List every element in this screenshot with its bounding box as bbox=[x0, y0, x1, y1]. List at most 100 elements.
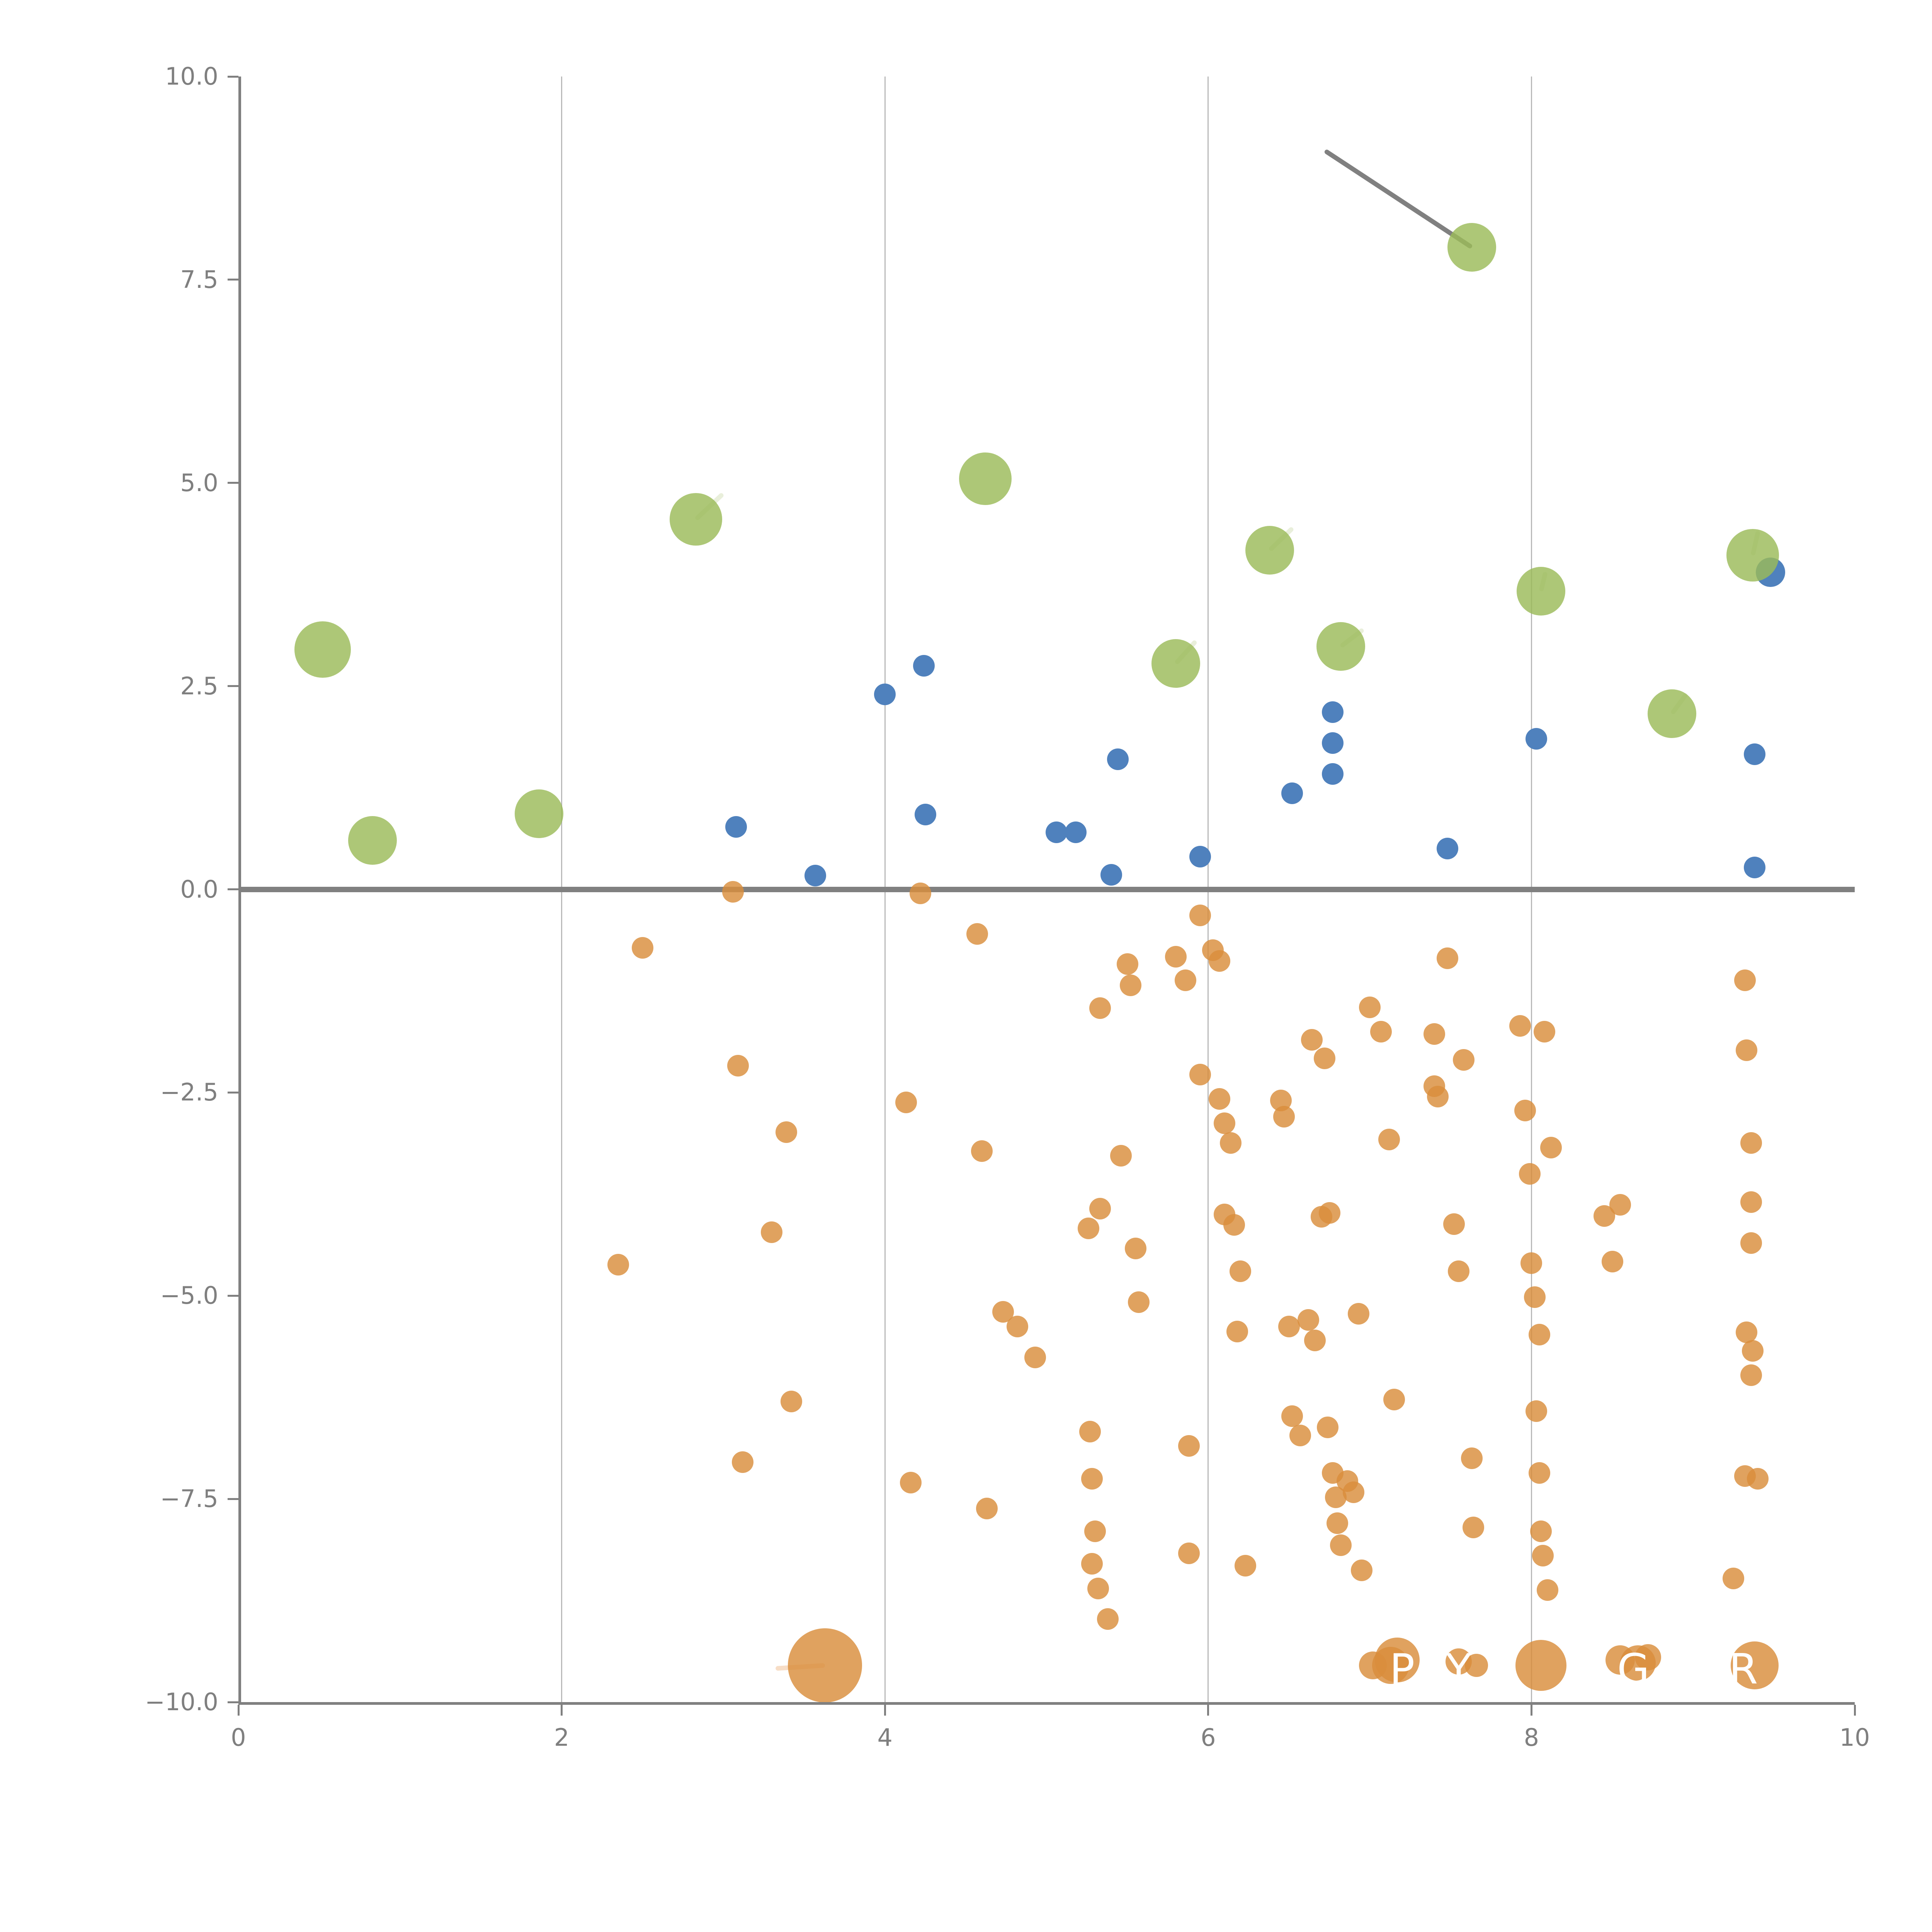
data-point-orange[interactable] bbox=[1230, 1260, 1252, 1282]
data-point-green[interactable] bbox=[294, 621, 351, 678]
data-point-green[interactable] bbox=[1316, 622, 1365, 671]
data-point-orange[interactable] bbox=[1289, 1425, 1311, 1447]
data-point-orange[interactable] bbox=[1175, 969, 1197, 992]
data-point-green[interactable] bbox=[1245, 526, 1294, 575]
data-point-orange[interactable] bbox=[1747, 1468, 1769, 1490]
data-point-green[interactable] bbox=[669, 493, 722, 546]
data-point-orange[interactable] bbox=[1079, 1420, 1101, 1442]
data-point-orange[interactable] bbox=[1007, 1316, 1029, 1338]
data-point-orange[interactable] bbox=[631, 937, 653, 959]
data-point-orange[interactable] bbox=[1537, 1579, 1559, 1601]
data-point-orange[interactable] bbox=[966, 923, 988, 945]
data-point-orange[interactable] bbox=[1452, 1049, 1475, 1071]
data-point-orange[interactable] bbox=[1730, 1641, 1779, 1690]
data-point-orange[interactable] bbox=[1519, 1163, 1541, 1185]
data-point-orange[interactable] bbox=[1347, 1303, 1369, 1325]
data-point-orange[interactable] bbox=[1097, 1608, 1119, 1630]
data-point-orange[interactable] bbox=[1740, 1191, 1762, 1213]
data-point-orange[interactable] bbox=[1281, 1405, 1303, 1427]
data-point-orange[interactable] bbox=[1189, 904, 1211, 926]
data-point-orange[interactable] bbox=[1313, 1048, 1335, 1070]
data-point-orange[interactable] bbox=[1330, 1534, 1352, 1556]
data-point-orange[interactable] bbox=[1378, 1129, 1400, 1151]
data-point-orange[interactable] bbox=[1124, 1238, 1146, 1260]
data-point-orange[interactable] bbox=[1524, 1286, 1546, 1308]
data-point-blue[interactable] bbox=[1743, 856, 1765, 878]
data-point-blue[interactable] bbox=[1436, 838, 1458, 860]
data-point-blue[interactable] bbox=[913, 655, 935, 677]
data-point-orange[interactable] bbox=[1530, 1520, 1552, 1543]
data-point-orange[interactable] bbox=[1740, 1232, 1762, 1254]
data-point-orange[interactable] bbox=[1423, 1023, 1446, 1045]
data-point-orange[interactable] bbox=[1529, 1324, 1551, 1346]
data-point-orange[interactable] bbox=[1318, 1202, 1340, 1224]
data-point-blue[interactable] bbox=[1107, 748, 1129, 770]
data-point-orange[interactable] bbox=[607, 1254, 629, 1276]
data-point-blue[interactable] bbox=[1281, 782, 1303, 804]
data-point-orange[interactable] bbox=[1735, 1321, 1757, 1343]
data-point-orange[interactable] bbox=[1540, 1137, 1562, 1159]
data-point-blue[interactable] bbox=[1045, 821, 1067, 844]
data-point-orange[interactable] bbox=[1525, 1400, 1547, 1422]
data-point-blue[interactable] bbox=[1525, 728, 1547, 750]
data-point-orange[interactable] bbox=[895, 1091, 917, 1113]
data-point-orange[interactable] bbox=[776, 1121, 798, 1143]
data-point-orange[interactable] bbox=[1734, 969, 1756, 992]
data-point-orange[interactable] bbox=[727, 1054, 749, 1077]
data-point-orange[interactable] bbox=[1509, 1015, 1531, 1037]
data-point-orange[interactable] bbox=[788, 1628, 862, 1702]
data-point-orange[interactable] bbox=[1343, 1481, 1365, 1503]
data-point-orange[interactable] bbox=[1128, 1291, 1150, 1313]
data-point-orange[interactable] bbox=[1223, 1214, 1245, 1236]
data-point-green[interactable] bbox=[959, 452, 1012, 505]
data-point-orange[interactable] bbox=[1110, 1145, 1132, 1167]
data-point-orange[interactable] bbox=[1089, 1198, 1111, 1220]
data-point-orange[interactable] bbox=[1359, 996, 1381, 1018]
data-point-orange[interactable] bbox=[1081, 1553, 1103, 1575]
data-point-orange[interactable] bbox=[1089, 997, 1111, 1019]
data-point-orange[interactable] bbox=[1427, 1085, 1449, 1107]
data-point-orange[interactable] bbox=[1601, 1250, 1623, 1272]
data-point-blue[interactable] bbox=[804, 864, 827, 886]
data-point-blue[interactable] bbox=[1321, 763, 1344, 785]
data-point-orange[interactable] bbox=[1740, 1132, 1762, 1154]
data-point-orange[interactable] bbox=[1514, 1099, 1536, 1121]
data-point-orange[interactable] bbox=[971, 1140, 993, 1162]
data-point-orange[interactable] bbox=[1370, 1020, 1392, 1043]
data-point-orange[interactable] bbox=[1461, 1447, 1483, 1469]
data-point-green[interactable] bbox=[1517, 566, 1566, 616]
data-point-orange[interactable] bbox=[1383, 1389, 1405, 1411]
data-point-orange[interactable] bbox=[1220, 1132, 1242, 1154]
data-point-orange[interactable] bbox=[1116, 953, 1138, 975]
data-point-orange[interactable] bbox=[1609, 1194, 1631, 1216]
data-point-orange[interactable] bbox=[1024, 1347, 1046, 1369]
data-point-blue[interactable] bbox=[914, 803, 936, 825]
data-point-orange[interactable] bbox=[1532, 1545, 1554, 1567]
data-point-orange[interactable] bbox=[1209, 950, 1231, 972]
data-point-orange[interactable] bbox=[1298, 1309, 1320, 1331]
data-point-green[interactable] bbox=[1151, 639, 1201, 688]
data-point-orange[interactable] bbox=[1084, 1520, 1106, 1543]
data-point-blue[interactable] bbox=[1321, 701, 1344, 723]
data-point-orange[interactable] bbox=[722, 881, 744, 903]
data-point-orange[interactable] bbox=[1165, 946, 1187, 968]
data-point-orange[interactable] bbox=[1278, 1316, 1300, 1338]
data-point-orange[interactable] bbox=[1273, 1106, 1295, 1128]
data-point-green[interactable] bbox=[1648, 689, 1697, 738]
data-point-orange[interactable] bbox=[1742, 1340, 1764, 1362]
data-point-orange[interactable] bbox=[1235, 1554, 1256, 1577]
data-point-orange[interactable] bbox=[1520, 1252, 1543, 1274]
data-point-orange[interactable] bbox=[761, 1221, 783, 1243]
data-point-blue[interactable] bbox=[1065, 821, 1087, 844]
data-point-orange[interactable] bbox=[1178, 1435, 1200, 1457]
data-point-orange[interactable] bbox=[900, 1472, 922, 1494]
data-point-orange[interactable] bbox=[1375, 1637, 1420, 1682]
data-point-orange[interactable] bbox=[1533, 1020, 1555, 1043]
data-point-blue[interactable] bbox=[1100, 864, 1122, 886]
data-point-orange[interactable] bbox=[1740, 1364, 1762, 1386]
data-point-orange[interactable] bbox=[1178, 1543, 1200, 1565]
data-point-orange[interactable] bbox=[1081, 1468, 1103, 1490]
data-point-green[interactable] bbox=[348, 816, 397, 865]
data-point-blue[interactable] bbox=[1321, 732, 1344, 754]
data-point-orange[interactable] bbox=[1515, 1640, 1567, 1691]
